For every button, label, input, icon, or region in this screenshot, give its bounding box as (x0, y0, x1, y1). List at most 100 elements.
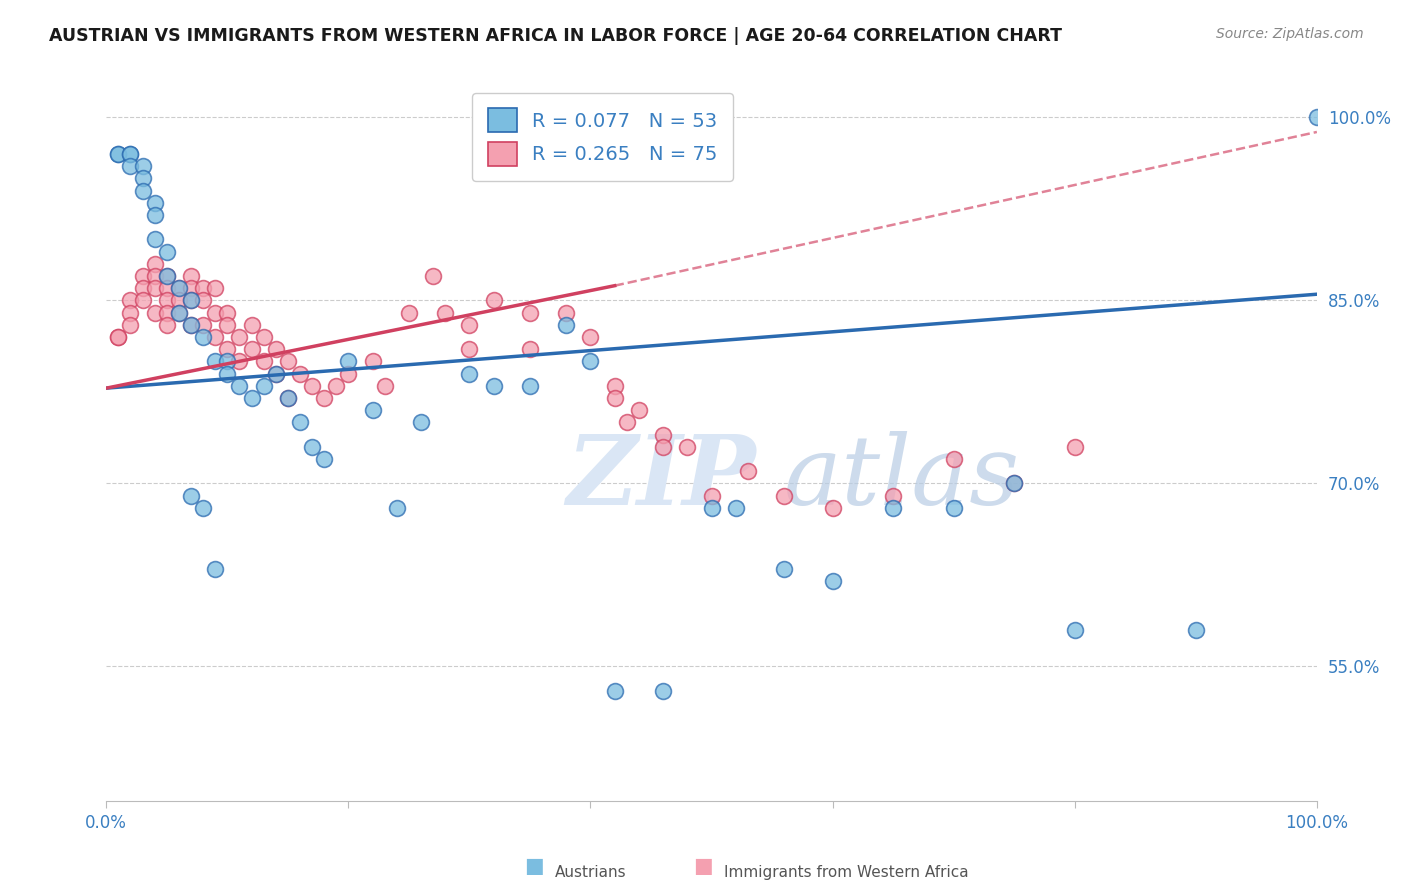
Point (143, 232, 166, 246)
Text: atlas: atlas (785, 432, 1021, 525)
Point (737, 464, 759, 478)
Point (252, 330, 274, 344)
Point (120, 293, 142, 308)
Point (773, 489, 796, 503)
Point (385, 500, 408, 515)
Point (107, 330, 129, 344)
Point (228, 378, 250, 392)
Point (131, 171, 153, 186)
Point (398, 305, 420, 319)
Point (156, 305, 179, 319)
Point (579, 330, 602, 344)
Point (1063, 440, 1085, 454)
Point (1002, 476, 1025, 491)
Point (277, 391, 299, 405)
Point (337, 354, 360, 368)
Point (191, 330, 214, 344)
Point (1002, 476, 1025, 491)
Point (180, 489, 202, 503)
Point (482, 293, 505, 308)
Text: ZIP: ZIP (567, 432, 756, 525)
Text: ■: ■ (524, 856, 544, 876)
Point (434, 305, 457, 319)
Point (204, 330, 226, 344)
Point (143, 195, 166, 210)
Point (409, 415, 432, 429)
Point (107, 147, 129, 161)
Point (167, 293, 190, 308)
Point (191, 500, 214, 515)
Point (724, 500, 747, 515)
Point (555, 305, 578, 319)
Point (131, 293, 153, 308)
Point (131, 281, 153, 295)
Point (143, 268, 166, 283)
Point (277, 391, 299, 405)
Point (143, 208, 166, 222)
Point (240, 342, 263, 356)
Point (167, 305, 190, 319)
Point (120, 159, 142, 173)
Point (120, 305, 142, 319)
Point (314, 391, 336, 405)
Point (228, 354, 250, 368)
Legend: R = 0.077   N = 53, R = 0.265   N = 75: R = 0.077 N = 53, R = 0.265 N = 75 (472, 93, 733, 181)
Point (180, 293, 202, 308)
Point (1063, 623, 1085, 637)
Point (482, 378, 505, 392)
Point (361, 403, 384, 417)
Text: Source: ZipAtlas.com: Source: ZipAtlas.com (1216, 27, 1364, 41)
Point (603, 378, 626, 392)
Point (519, 342, 541, 356)
Point (821, 500, 844, 515)
Point (1306, 111, 1329, 125)
Point (1185, 623, 1208, 637)
Point (264, 367, 287, 381)
Point (603, 391, 626, 405)
Point (131, 268, 153, 283)
Point (288, 367, 311, 381)
Point (131, 159, 153, 173)
Point (156, 268, 179, 283)
Point (217, 318, 239, 332)
Point (252, 354, 274, 368)
Point (191, 293, 214, 308)
Point (107, 330, 129, 344)
Point (204, 305, 226, 319)
Point (217, 342, 239, 356)
Point (555, 318, 578, 332)
Point (519, 378, 541, 392)
Point (301, 440, 323, 454)
Point (252, 378, 274, 392)
Point (458, 342, 481, 356)
Text: Immigrants from Western Africa: Immigrants from Western Africa (724, 865, 969, 880)
Point (458, 318, 481, 332)
Point (361, 354, 384, 368)
Point (228, 330, 250, 344)
Point (942, 500, 965, 515)
Point (882, 500, 904, 515)
Point (167, 281, 190, 295)
Point (191, 318, 214, 332)
Point (120, 147, 142, 161)
Point (458, 367, 481, 381)
Point (700, 500, 723, 515)
Point (652, 427, 675, 442)
Point (143, 257, 166, 271)
Point (422, 268, 444, 283)
Point (167, 305, 190, 319)
Point (131, 184, 153, 198)
Point (180, 318, 202, 332)
Point (240, 391, 263, 405)
Point (156, 268, 179, 283)
Point (204, 562, 226, 576)
Point (120, 147, 142, 161)
Point (821, 574, 844, 588)
Point (325, 378, 347, 392)
Point (264, 367, 287, 381)
Point (107, 147, 129, 161)
Point (603, 683, 626, 698)
Point (180, 293, 202, 308)
Point (627, 403, 650, 417)
Point (652, 683, 675, 698)
